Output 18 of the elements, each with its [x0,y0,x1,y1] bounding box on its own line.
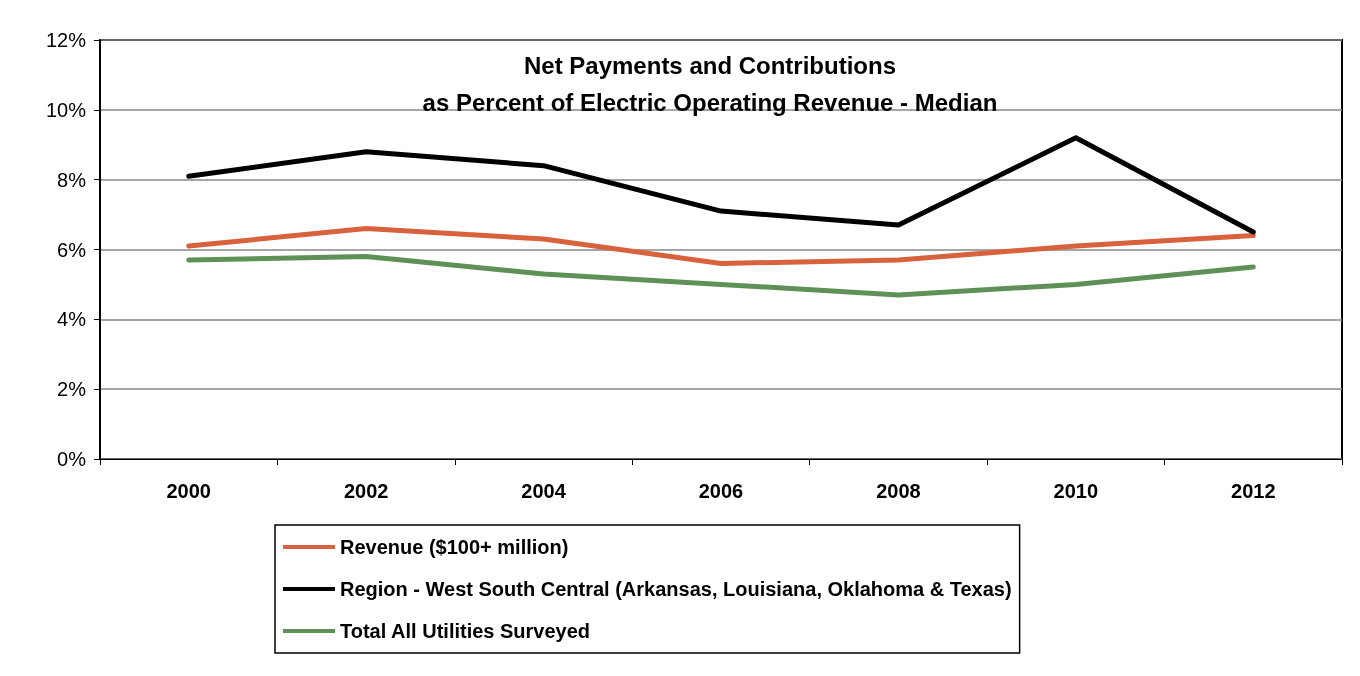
x-tick-label: 2000 [166,480,211,502]
x-tick-label: 2008 [876,480,921,502]
legend-label: Region - West South Central (Arkansas, Louisiana, Oklahoma & Texas) [340,578,1012,600]
x-tick-label: 2004 [521,480,567,502]
x-tick-label: 2010 [1053,480,1099,502]
y-tick-label: 8% [57,168,87,191]
y-tick-label: 2% [57,378,87,401]
y-tick-label: 4% [57,308,87,331]
legend-label: Revenue ($100+ million) [340,536,569,558]
y-tick-label: 0% [57,448,87,470]
y-tick-label: 12% [45,29,87,51]
x-tick-label: 2002 [343,480,389,502]
text: Net Payments and Contributions as Percent of Electric Operating Revenue - Median [422,52,998,116]
legend-label: Total All Utilities Surveyed [340,620,591,642]
x-tick-label: 2012 [1231,480,1276,502]
y-tick-label: 6% [57,238,87,261]
y-tick-label: 10% [45,98,87,121]
x-tick-label: 2006 [698,480,744,502]
